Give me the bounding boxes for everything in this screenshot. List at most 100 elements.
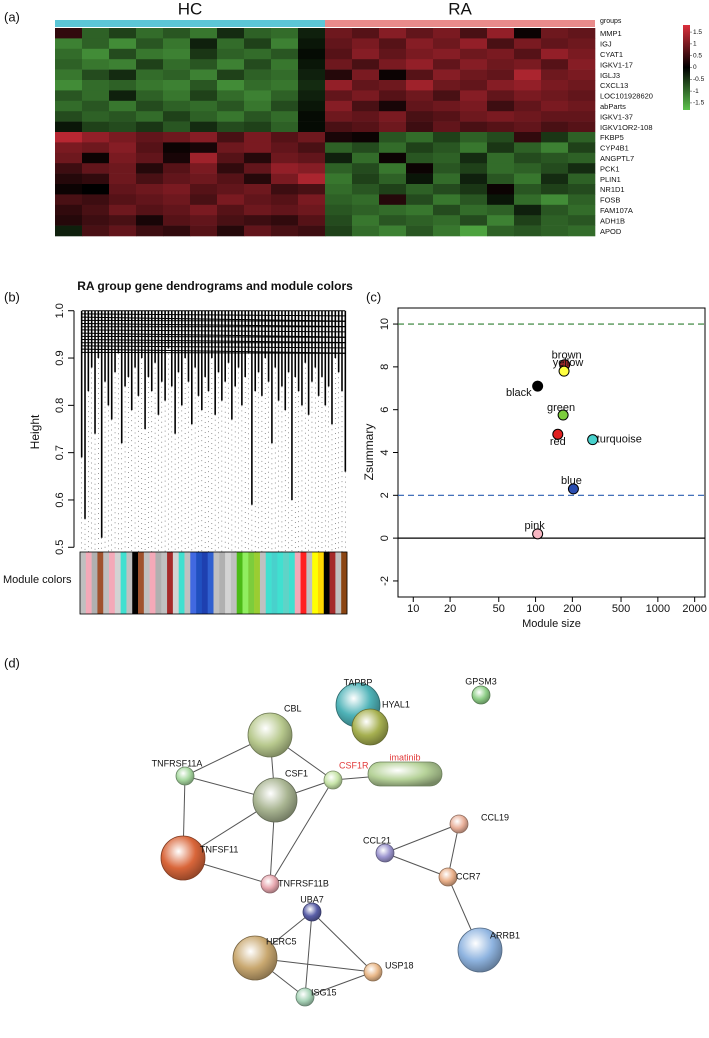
point-label: red	[550, 436, 566, 448]
node	[351, 708, 389, 746]
heat-cell	[244, 48, 272, 60]
heat-cell	[298, 59, 326, 70]
heat-cell	[190, 132, 218, 143]
group-bar	[325, 20, 595, 27]
module-color	[178, 552, 185, 614]
heat-cell	[433, 163, 461, 174]
heat-cell	[406, 163, 434, 174]
heat-cell	[568, 163, 596, 174]
point-label: brown	[552, 350, 582, 362]
edge	[384, 852, 449, 878]
heat-cell	[163, 142, 191, 154]
node-label: USP18	[385, 960, 414, 970]
heat-cell	[136, 100, 164, 112]
x-tick-label: 2000	[682, 603, 706, 615]
heat-cell	[190, 121, 218, 133]
module-color	[230, 552, 238, 614]
heat-cell	[55, 69, 83, 81]
row-label: ANGPTL7	[600, 154, 634, 163]
node	[295, 987, 315, 1007]
heat-cell	[568, 225, 596, 237]
heat-cell	[487, 100, 515, 112]
heat-cell	[217, 69, 245, 81]
node-label: ISG15	[311, 987, 337, 997]
heat-cell	[514, 173, 542, 185]
heat-cell	[55, 100, 83, 112]
heat-cell	[244, 28, 272, 39]
node	[438, 867, 458, 887]
heat-cell	[244, 132, 272, 143]
heat-cell	[406, 100, 434, 112]
heat-cell	[298, 142, 326, 154]
heat-cell	[379, 38, 407, 50]
heat-cell	[460, 48, 488, 60]
heat-cell	[379, 90, 407, 102]
heat-cell	[244, 152, 272, 164]
heat-cell	[514, 69, 542, 81]
y-tick-label: 1.0	[54, 303, 66, 318]
heat-cell	[487, 59, 515, 70]
heat-cell	[136, 152, 164, 164]
heat-cell	[514, 142, 542, 154]
y-tick-label: 0.8	[54, 398, 66, 413]
branch-join	[81, 313, 346, 317]
heat-cell	[163, 215, 191, 226]
heat-cell	[109, 111, 137, 122]
heat-cell	[109, 90, 137, 102]
heat-cell	[217, 215, 245, 226]
module-color	[341, 552, 348, 614]
heat-cell	[136, 194, 164, 206]
heat-cell	[55, 48, 83, 60]
y-tick-label: 0	[379, 535, 391, 541]
heat-cell	[406, 173, 434, 185]
colorbar-tick-label: -1	[693, 88, 699, 95]
heat-cell	[433, 184, 461, 195]
heat-cell	[541, 100, 569, 112]
heat-cell	[568, 48, 596, 60]
y-tick-label: 2	[379, 492, 391, 498]
heat-cell	[352, 194, 380, 206]
point	[552, 428, 564, 440]
node	[175, 766, 195, 786]
module-color	[265, 552, 272, 614]
heat-cell	[406, 80, 434, 91]
heat-cell	[163, 152, 191, 164]
heat-cell	[352, 111, 380, 122]
heat-cell	[271, 121, 299, 133]
heat-cell	[163, 163, 191, 174]
x-tick-label: 20	[444, 603, 456, 615]
heat-cell	[55, 59, 83, 70]
heat-cell	[217, 194, 245, 206]
row-label: FKBP5	[600, 133, 624, 142]
node-label: TNFSF11	[200, 844, 238, 854]
heat-cell	[271, 152, 299, 164]
module-color	[317, 552, 325, 614]
module-color	[323, 552, 330, 614]
heat-cell	[325, 48, 353, 60]
heat-cell	[271, 215, 299, 226]
heat-cell	[352, 225, 380, 237]
heat-cell	[541, 28, 569, 39]
heat-cell	[82, 204, 110, 216]
heat-cell	[406, 111, 434, 122]
heat-cell	[514, 184, 542, 195]
heat-cell	[568, 215, 596, 226]
node-label: TNFRSF11A	[152, 758, 203, 768]
module-color	[207, 552, 214, 614]
heat-cell	[406, 59, 434, 70]
heat-cell	[163, 121, 191, 133]
heat-cell	[433, 80, 461, 91]
heat-cell	[352, 173, 380, 185]
y-tick-label: 0.7	[54, 445, 66, 460]
row-label: FAM107A	[600, 206, 633, 215]
heat-cell	[217, 132, 245, 143]
heat-cell	[82, 142, 110, 154]
heat-cell	[460, 90, 488, 102]
heat-cell	[298, 152, 326, 164]
heat-cell	[541, 48, 569, 60]
heat-cell	[190, 100, 218, 112]
heat-cell	[271, 59, 299, 70]
row-label: abParts	[600, 102, 626, 111]
heat-cell	[190, 111, 218, 122]
heat-cell	[190, 69, 218, 81]
